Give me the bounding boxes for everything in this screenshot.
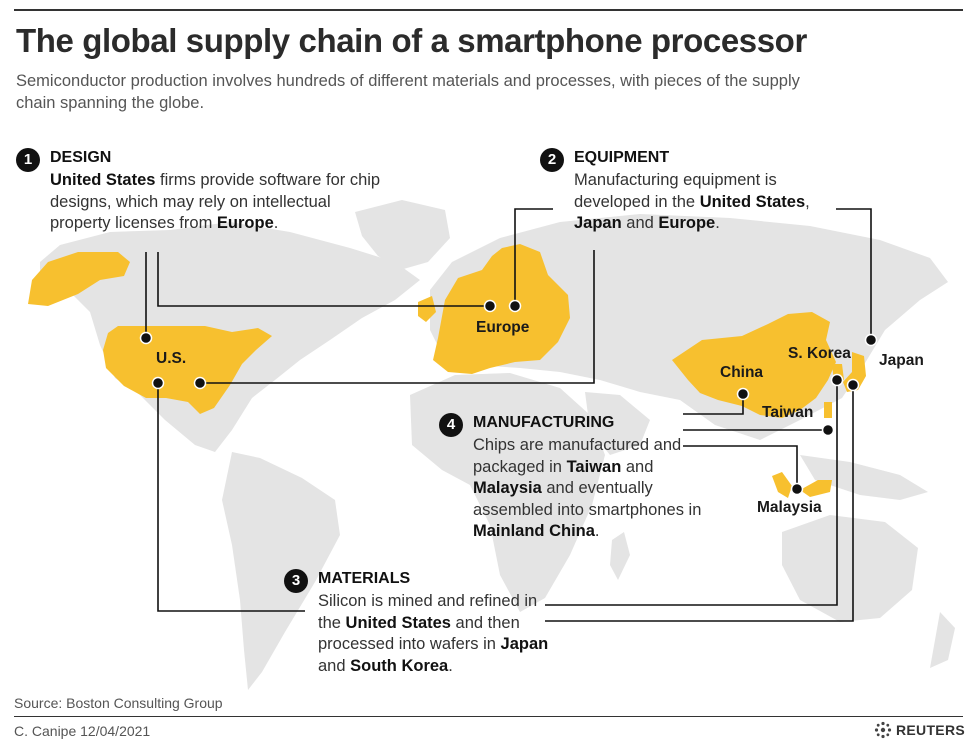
- land-australia: [782, 515, 918, 622]
- land-arabia: [585, 392, 650, 455]
- manufacturing-to-malaysia: [683, 445, 798, 489]
- connector-lines: [145, 208, 872, 622]
- step-number-badge: 3: [284, 569, 308, 593]
- page-title: The global supply chain of a smartphone …: [16, 22, 807, 59]
- dot-europe-design: [483, 299, 497, 313]
- reuters-dots-icon: [874, 721, 892, 739]
- equipment-to-us: [200, 250, 595, 384]
- dot-japan-materials: [846, 378, 860, 392]
- callout-heading: DESIGN: [50, 149, 112, 166]
- dot-us-equipment: [193, 376, 207, 390]
- callout-body: Manufacturing equipment is developed in …: [574, 171, 810, 232]
- credit-line: C. Canipe 12/04/2021: [14, 723, 151, 739]
- materials-to-japan: [545, 385, 854, 622]
- step-number-badge: 1: [16, 148, 40, 172]
- land-south-america: [222, 452, 340, 690]
- dot-s-korea: [830, 373, 844, 387]
- materials-to-s-korea: [545, 380, 838, 606]
- highlight-china: [672, 312, 836, 418]
- dot-japan-equipment: [864, 333, 878, 347]
- land-madagascar: [610, 532, 630, 580]
- highlight-uk: [418, 296, 436, 322]
- callout-body: Silicon is mined and refined in the Unit…: [318, 592, 549, 675]
- land-greenland: [355, 200, 450, 270]
- reuters-logo: REUTERS: [874, 721, 965, 739]
- step-number-badge: 2: [540, 148, 564, 172]
- dot-china: [736, 387, 750, 401]
- label-japan: Japan: [879, 352, 924, 369]
- label-china: China: [720, 364, 764, 381]
- dot-us-materials: [151, 376, 165, 390]
- land-new-zealand: [930, 612, 955, 668]
- dot-europe-equipment: [508, 299, 522, 313]
- highlight-usa: [103, 326, 272, 414]
- page-subtitle: Semiconductor production involves hundre…: [16, 72, 800, 112]
- highlight-alaska: [28, 252, 130, 306]
- callout-body: Chips are manufactured and packaged in T…: [473, 436, 702, 540]
- label-malaysia: Malaysia: [757, 499, 822, 516]
- dot-us-design: [139, 331, 153, 345]
- label-us: U.S.: [156, 350, 187, 367]
- label-s-korea: S. Korea: [788, 345, 851, 362]
- dot-taiwan: [821, 423, 835, 437]
- highlight-taiwan: [824, 402, 832, 418]
- highlight-malaysia-east: [800, 480, 832, 497]
- highlight-europe: [433, 244, 570, 374]
- materials-to-us: [157, 383, 305, 612]
- land-se-asia-islands: [800, 455, 928, 500]
- equipment-to-europe: [514, 208, 553, 306]
- callout-heading: EQUIPMENT: [574, 149, 670, 166]
- source-note: Source: Boston Consulting Group: [14, 695, 223, 711]
- callout-body: United States firms provide software for…: [50, 171, 381, 232]
- callout-heading: MATERIALS: [318, 570, 411, 587]
- label-taiwan: Taiwan: [762, 404, 814, 421]
- location-dots: [139, 299, 878, 496]
- design-to-europe: [157, 252, 490, 307]
- callout-heading: MANUFACTURING: [473, 414, 615, 431]
- footer-rule: [14, 716, 963, 717]
- brand-name: REUTERS: [896, 722, 965, 738]
- equipment-to-japan: [836, 208, 872, 340]
- step-number-badge: 4: [439, 413, 463, 437]
- dot-malaysia: [790, 482, 804, 496]
- top-rule: [14, 9, 963, 11]
- label-europe: Europe: [476, 319, 530, 336]
- highlight-malaysia-west: [772, 472, 792, 498]
- highlighted-countries: [28, 244, 866, 498]
- manufacturing-to-china: [683, 394, 744, 415]
